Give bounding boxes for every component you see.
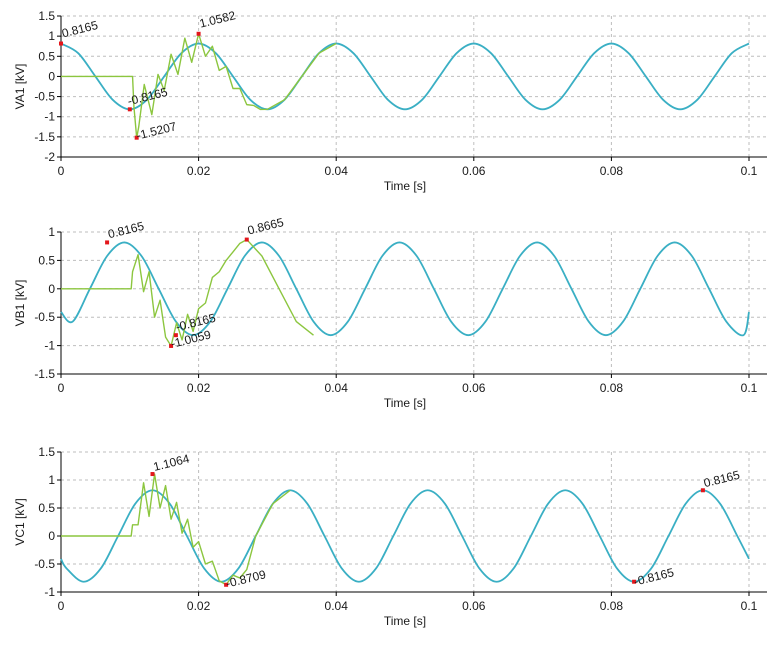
x-tick-label: 0.08 bbox=[600, 164, 624, 178]
y-tick-label: 0 bbox=[48, 69, 55, 83]
x-tick-label: 0.08 bbox=[600, 599, 624, 613]
y-tick-label: -1 bbox=[44, 585, 55, 599]
x-tick-label: 0.04 bbox=[325, 599, 349, 613]
x-tick-label: 0.1 bbox=[741, 599, 758, 613]
value-marker bbox=[196, 31, 201, 36]
marker-label: 0.8165 bbox=[60, 18, 99, 41]
x-tick-label: 0.04 bbox=[325, 381, 349, 395]
y-tick-label: 0.5 bbox=[38, 253, 55, 267]
y-tick-label: 0 bbox=[48, 529, 55, 543]
y-tick-label: -0.5 bbox=[34, 557, 55, 571]
marker-label: 1.0582 bbox=[198, 8, 237, 31]
x-tick-label: 0.08 bbox=[600, 381, 624, 395]
value-marker bbox=[224, 582, 229, 587]
y-tick-label: 0.5 bbox=[38, 501, 55, 515]
x-tick-label: 0.04 bbox=[325, 164, 349, 178]
value-marker bbox=[134, 135, 139, 140]
y-tick-label: 1 bbox=[48, 29, 55, 43]
y-tick-label: 1.5 bbox=[38, 9, 55, 23]
y-tick-label: -2 bbox=[44, 150, 55, 164]
x-axis-label: Time [s] bbox=[384, 396, 426, 410]
x-tick-label: 0.02 bbox=[187, 599, 211, 613]
y-tick-label: 1 bbox=[48, 225, 55, 239]
x-tick-label: 0.06 bbox=[462, 164, 486, 178]
value-marker bbox=[244, 237, 249, 242]
value-marker bbox=[127, 107, 132, 112]
y-tick-label: 0 bbox=[48, 282, 55, 296]
value-marker bbox=[173, 333, 178, 338]
x-tick-label: 0.1 bbox=[741, 164, 758, 178]
steady-series-line bbox=[60, 42, 750, 111]
y-axis-label: VA1 [kV] bbox=[13, 64, 27, 110]
marker-label: 0.8165 bbox=[702, 468, 741, 491]
value-marker bbox=[632, 579, 637, 584]
marker-label: 0.8165 bbox=[106, 219, 145, 242]
x-tick-label: 0 bbox=[58, 381, 65, 395]
y-tick-label: -0.5 bbox=[34, 90, 55, 104]
y-axis-label: VC1 [kV] bbox=[13, 498, 27, 545]
value-marker bbox=[169, 343, 174, 348]
transient-series-line bbox=[61, 33, 337, 139]
value-marker bbox=[150, 472, 155, 477]
x-tick-label: 0 bbox=[58, 164, 65, 178]
x-tick-label: 0.1 bbox=[741, 381, 758, 395]
x-axis-label: Time [s] bbox=[384, 614, 426, 628]
plot-panel-2: -1.5 -1 -0.5 0 0.5 1 0 0.02 0.04 0.06 0.08 0.1 Time … bbox=[13, 215, 767, 410]
plot-panel-1: -2 -1.5 -1 -0.5 0 0.5 1 1.5 0 0.02 0.04 0.06 0.08 0.1… bbox=[13, 8, 767, 193]
value-marker bbox=[105, 240, 110, 245]
x-tick-label: 0 bbox=[58, 599, 65, 613]
y-tick-label: 1.5 bbox=[38, 445, 55, 459]
y-tick-label: -0.5 bbox=[34, 310, 55, 324]
plot-panel-3: -1 -0.5 0 0.5 1 1.5 0 0.02 0.04 0.06 0.08 0.1 Time [… bbox=[13, 445, 767, 628]
marker-label: 1.1064 bbox=[152, 451, 191, 474]
marker-label: -0.8709 bbox=[224, 567, 267, 591]
value-marker bbox=[700, 488, 705, 493]
marker-label: -0.8165 bbox=[632, 565, 675, 589]
y-axis-label: VB1 [kV] bbox=[13, 280, 27, 327]
steady-series-line bbox=[60, 241, 750, 337]
y-tick-label: -1.5 bbox=[34, 130, 55, 144]
x-tick-label: 0.06 bbox=[462, 381, 486, 395]
x-tick-label: 0.06 bbox=[462, 599, 486, 613]
y-tick-label: 1 bbox=[48, 473, 55, 487]
y-tick-label: -1 bbox=[44, 339, 55, 353]
marker-label: 0.8665 bbox=[246, 215, 285, 238]
y-tick-label: 0.5 bbox=[38, 49, 55, 63]
x-axis-label: Time [s] bbox=[384, 179, 426, 193]
y-tick-label: -1 bbox=[44, 110, 55, 124]
marker-label: -1.5207 bbox=[135, 119, 178, 143]
y-tick-label: -1.5 bbox=[34, 367, 55, 381]
transient-series-line bbox=[61, 473, 291, 586]
value-marker bbox=[59, 41, 63, 46]
x-tick-label: 0.02 bbox=[187, 164, 211, 178]
x-tick-label: 0.02 bbox=[187, 381, 211, 395]
